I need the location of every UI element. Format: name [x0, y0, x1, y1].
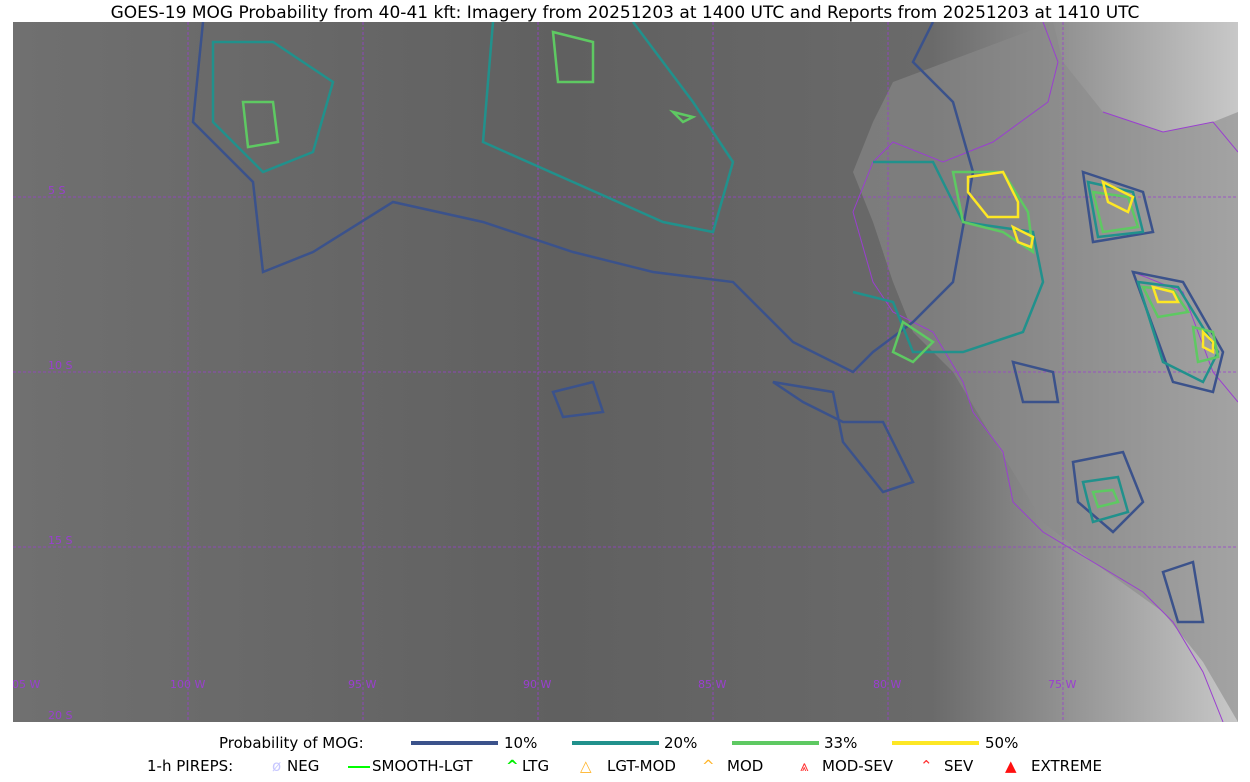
legend-line-33	[732, 741, 819, 745]
lon-label: 95 W	[348, 678, 376, 691]
lon-label: 75 W	[1048, 678, 1076, 691]
border-line	[1102, 111, 1238, 403]
contour-10	[551, 380, 915, 494]
legend-line-20	[572, 741, 659, 745]
pirep-label-lgt-mod: LGT-MOD	[607, 757, 676, 775]
chart-title: GOES-19 MOG Probability from 40-41 kft: …	[110, 3, 1140, 23]
lon-label: 80 W	[873, 678, 901, 691]
lat-label: 5 S	[48, 184, 65, 197]
lgt-mod-icon: △	[580, 757, 592, 775]
pirep-label-smooth-lgt: SMOOTH-LGT	[372, 757, 473, 775]
pirep-label-sev: SEV	[944, 757, 974, 775]
mod-sev-icon: ⩓	[800, 757, 809, 775]
ltg-icon: ^	[506, 757, 519, 775]
lon-label: 85 W	[698, 678, 726, 691]
mod-icon: ^	[702, 757, 715, 775]
lat-label: 10 S	[48, 359, 72, 372]
mog-contours	[191, 22, 1225, 624]
pirep-label-extreme: EXTREME	[1031, 757, 1102, 775]
neg-icon: ø	[272, 757, 282, 775]
legend-label-33: 33%	[824, 734, 858, 752]
legend-label-20: 20%	[664, 734, 698, 752]
sev-icon: ⌃	[920, 757, 933, 775]
pirep-label-mod: MOD	[727, 757, 764, 775]
extreme-icon: ▲	[1005, 757, 1017, 775]
legend-line-10	[411, 741, 498, 745]
contour-33	[241, 30, 1035, 364]
pirep-label-neg: NEG	[287, 757, 320, 775]
lon-label: 105 W	[13, 678, 40, 691]
lat-label: 15 S	[48, 534, 72, 547]
pireps-legend-label: 1-h PIREPS:	[147, 757, 234, 775]
legend-label-10: 10%	[504, 734, 538, 752]
lat-label: 20 S	[48, 709, 72, 722]
contour-50	[966, 170, 1215, 355]
coastline	[852, 22, 1224, 722]
contour-20	[211, 22, 1045, 354]
lon-label: 90 W	[523, 678, 551, 691]
contour-33	[1091, 190, 1220, 509]
pirep-label-ltg: LTG	[522, 757, 550, 775]
legend-line-50	[892, 741, 979, 745]
graticule	[13, 22, 1238, 722]
lon-label: 100 W	[170, 678, 205, 691]
contour-10	[1011, 170, 1225, 624]
legend-label-50: 50%	[985, 734, 1019, 752]
smooth-lgt-icon	[348, 766, 370, 768]
probability-legend-label: Probability of MOG:	[219, 734, 364, 752]
pirep-label-mod-sev: MOD-SEV	[822, 757, 893, 775]
satellite-map: 105 W 100 W 95 W 90 W 85 W 80 W 75 W 5 S…	[13, 22, 1238, 722]
